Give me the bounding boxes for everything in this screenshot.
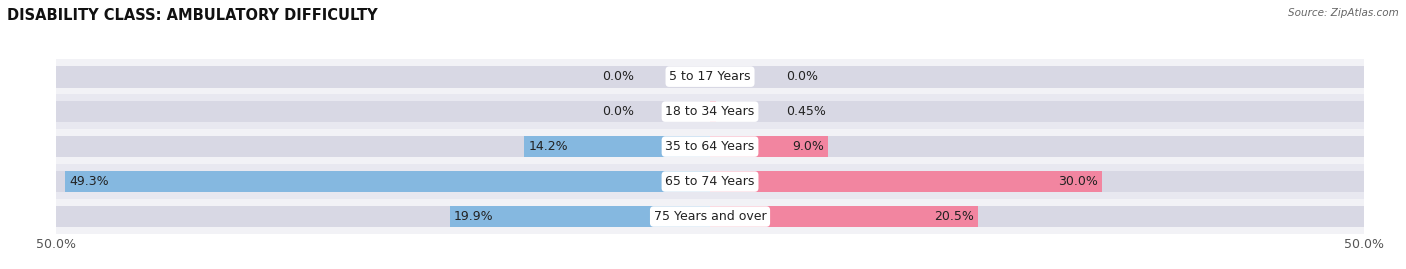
Bar bbox=[56, 59, 1364, 94]
Bar bbox=[56, 94, 1364, 129]
Bar bbox=[710, 206, 979, 227]
Bar bbox=[710, 66, 1364, 87]
Text: Source: ZipAtlas.com: Source: ZipAtlas.com bbox=[1288, 8, 1399, 18]
Bar bbox=[710, 136, 1364, 157]
Bar bbox=[710, 171, 1102, 192]
Bar bbox=[56, 164, 1364, 199]
Text: DISABILITY CLASS: AMBULATORY DIFFICULTY: DISABILITY CLASS: AMBULATORY DIFFICULTY bbox=[7, 8, 378, 23]
Text: 0.0%: 0.0% bbox=[602, 70, 634, 83]
Text: 49.3%: 49.3% bbox=[69, 175, 108, 188]
Bar bbox=[710, 206, 1364, 227]
Text: 0.0%: 0.0% bbox=[786, 70, 818, 83]
Bar bbox=[56, 129, 1364, 164]
Bar bbox=[710, 136, 828, 157]
Text: 20.5%: 20.5% bbox=[934, 210, 974, 223]
Text: 75 Years and over: 75 Years and over bbox=[654, 210, 766, 223]
Bar bbox=[56, 206, 710, 227]
Bar bbox=[66, 171, 710, 192]
Bar bbox=[710, 171, 1364, 192]
Bar bbox=[56, 171, 710, 192]
Text: 30.0%: 30.0% bbox=[1059, 175, 1098, 188]
Bar bbox=[524, 136, 710, 157]
Text: 35 to 64 Years: 35 to 64 Years bbox=[665, 140, 755, 153]
Bar bbox=[56, 136, 710, 157]
Text: 5 to 17 Years: 5 to 17 Years bbox=[669, 70, 751, 83]
Bar bbox=[450, 206, 710, 227]
Text: 14.2%: 14.2% bbox=[529, 140, 568, 153]
Bar bbox=[56, 101, 710, 122]
Text: 0.45%: 0.45% bbox=[786, 105, 825, 118]
Bar bbox=[710, 101, 716, 122]
Text: 0.0%: 0.0% bbox=[602, 105, 634, 118]
Bar bbox=[710, 101, 1364, 122]
Text: 9.0%: 9.0% bbox=[792, 140, 824, 153]
Text: 19.9%: 19.9% bbox=[454, 210, 494, 223]
Bar bbox=[56, 199, 1364, 234]
Text: 65 to 74 Years: 65 to 74 Years bbox=[665, 175, 755, 188]
Text: 18 to 34 Years: 18 to 34 Years bbox=[665, 105, 755, 118]
Bar bbox=[56, 66, 710, 87]
